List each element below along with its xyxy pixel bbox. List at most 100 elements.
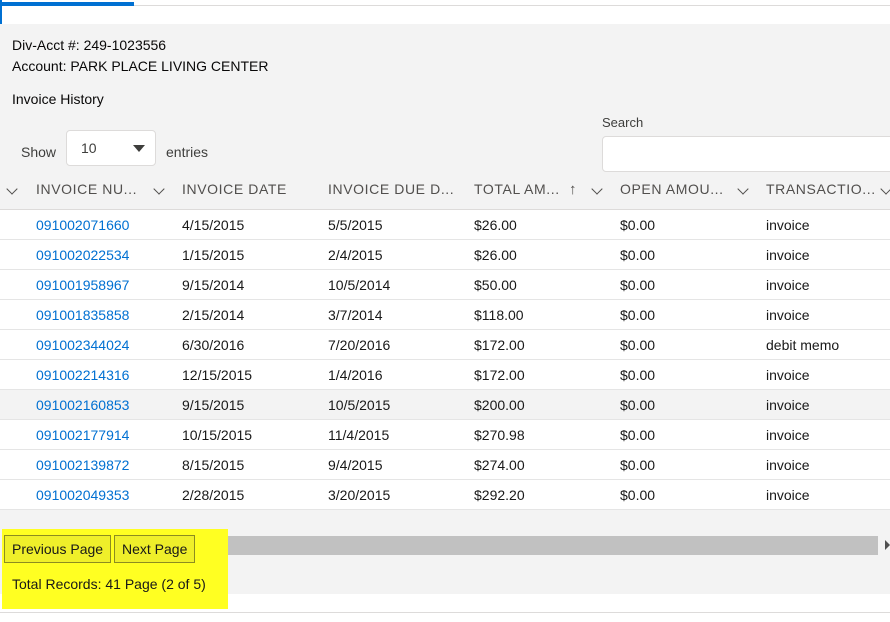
cell-total-amount: $274.00 (474, 457, 525, 473)
invoice-link[interactable]: 091001835858 (36, 307, 130, 323)
cell-due-date: 5/5/2015 (328, 217, 383, 233)
cell-invoice-date: 4/15/2015 (182, 217, 245, 233)
cell-transaction-type: invoice (766, 487, 810, 503)
chevron-down-icon[interactable] (880, 183, 890, 195)
cell-due-date: 7/20/2016 (328, 337, 391, 353)
cell-invoice-number: 091002177914 (36, 420, 129, 450)
previous-page-button[interactable]: Previous Page (4, 535, 112, 563)
cell-open-amount: $0.00 (620, 367, 656, 383)
table-row[interactable]: 091001958967 9/15/2014 10/5/2014 $50.00 $0.0… (0, 270, 890, 300)
cell-due-date: 3/20/2015 (328, 487, 391, 503)
cell-open-amount: $0.00 (620, 217, 656, 233)
cell-due-date: 1/4/2016 (328, 367, 383, 383)
div-acct-number: Div-Acct #: 249-1023556 (12, 37, 167, 53)
invoice-link[interactable]: 091002160853 (36, 397, 130, 413)
cell-invoice-number: 091002139872 (36, 450, 129, 480)
cell-due-date: 2/4/2015 (328, 247, 383, 263)
table-row[interactable]: 091002139872 8/15/2015 9/4/2015 $274.00 $0.0… (0, 450, 890, 480)
cell-total-amount: $118.00 (474, 307, 524, 323)
invoice-link[interactable]: 091002139872 (36, 457, 130, 473)
cell-transaction-type: invoice (766, 457, 810, 473)
cell-invoice-number: 091002022534 (36, 240, 129, 270)
table-row[interactable]: 091002022534 1/15/2015 2/4/2015 $26.00 $0.00… (0, 240, 890, 270)
column-header-invoice-date[interactable]: INVOICE DATE (182, 181, 287, 197)
invoice-link[interactable]: 091001958967 (36, 277, 130, 293)
cell-open-amount: $0.00 (620, 397, 656, 413)
cell-invoice-date: 2/15/2014 (182, 307, 245, 323)
cell-invoice-date: 12/15/2015 (182, 367, 253, 383)
table-row[interactable]: 091002071660 4/15/2015 5/5/2015 $26.00 $0.00… (0, 210, 890, 240)
cell-invoice-date: 1/15/2015 (182, 247, 245, 263)
invoice-link[interactable]: 091002214316 (36, 367, 130, 383)
cell-due-date: 10/5/2015 (328, 397, 391, 413)
cell-total-amount: $50.00 (474, 277, 517, 293)
chevron-down-icon[interactable] (591, 183, 603, 195)
invoice-link[interactable]: 091002344024 (36, 337, 130, 353)
invoice-panel: Div-Acct #: 249-1023556 Account: PARK PL… (0, 24, 890, 594)
account-name: Account: PARK PLACE LIVING CENTER (12, 58, 269, 74)
cell-total-amount: $172.00 (474, 337, 525, 353)
cell-invoice-number: 091002344024 (36, 330, 129, 360)
cell-total-amount: $172.00 (474, 367, 525, 383)
entries-select[interactable]: 10 (66, 130, 156, 166)
cell-open-amount: $0.00 (620, 337, 656, 353)
chevron-down-icon[interactable] (737, 183, 749, 195)
table-row[interactable]: 091002177914 10/15/2015 11/4/2015 $270.98 $0… (0, 420, 890, 450)
cell-total-amount: $26.00 (474, 217, 517, 233)
table-row[interactable]: 091002344024 6/30/2016 7/20/2016 $172.00 $0.… (0, 330, 890, 360)
cell-invoice-date: 6/30/2016 (182, 337, 245, 353)
column-header-total-amount[interactable]: TOTAL AM... (474, 181, 560, 197)
scroll-right-icon[interactable] (885, 540, 890, 550)
cell-invoice-number: 091001835858 (36, 300, 129, 330)
invoice-link[interactable]: 091002022534 (36, 247, 130, 263)
table-row[interactable]: 091001835858 2/15/2014 3/7/2014 $118.00 $0.0… (0, 300, 890, 330)
section-title: Invoice History (12, 91, 104, 107)
cell-transaction-type: invoice (766, 277, 810, 293)
invoice-link[interactable]: 091002177914 (36, 427, 130, 443)
entries-label: entries (166, 144, 209, 160)
sort-ascending-icon[interactable]: ↑ (569, 181, 577, 198)
cell-invoice-date: 10/15/2015 (182, 427, 253, 443)
cell-open-amount: $0.00 (620, 457, 656, 473)
cell-invoice-date: 9/15/2014 (182, 277, 245, 293)
invoice-link[interactable]: 091002071660 (36, 217, 130, 233)
total-records-text: Total Records: 41 Page (2 of 5) (12, 576, 206, 592)
table-body: 091002071660 4/15/2015 5/5/2015 $26.00 $0.00… (0, 210, 890, 510)
cell-transaction-type: invoice (766, 427, 810, 443)
cell-transaction-type: invoice (766, 247, 810, 263)
table-row[interactable]: 091002160853 9/15/2015 10/5/2015 $200.00 $0.… (0, 390, 890, 420)
cell-transaction-type: invoice (766, 217, 810, 233)
cell-due-date: 9/4/2015 (328, 457, 383, 473)
chevron-down-icon[interactable] (153, 183, 165, 195)
cell-invoice-number: 091001958967 (36, 270, 129, 300)
cell-open-amount: $0.00 (620, 247, 656, 263)
column-header-invoice-due-date[interactable]: INVOICE DUE D... (328, 181, 455, 197)
column-header-transaction-type[interactable]: TRANSACTIO... (766, 181, 876, 197)
search-input[interactable] (602, 136, 890, 172)
caret-down-icon (133, 145, 145, 152)
bottom-divider (0, 612, 890, 613)
chevron-down-icon[interactable] (6, 183, 18, 195)
cell-invoice-date: 9/15/2015 (182, 397, 245, 413)
column-header-invoice-number[interactable]: INVOICE NU... (36, 181, 138, 197)
cell-invoice-number: 091002214316 (36, 360, 129, 390)
scrollbar-thumb[interactable] (203, 536, 878, 555)
cell-transaction-type: invoice (766, 307, 810, 323)
search-label: Search (602, 115, 644, 130)
entries-select-value: 10 (81, 140, 97, 156)
column-header-open-amount[interactable]: OPEN AMOU... (620, 181, 724, 197)
cell-invoice-date: 8/15/2015 (182, 457, 245, 473)
next-page-button[interactable]: Next Page (114, 535, 196, 563)
cell-invoice-number: 091002071660 (36, 210, 129, 240)
table-header: INVOICE NU... INVOICE DATE INVOICE DUE D… (0, 174, 890, 210)
cell-transaction-type: debit memo (766, 337, 840, 353)
cell-due-date: 11/4/2015 (328, 427, 390, 443)
cell-transaction-type: invoice (766, 397, 810, 413)
cell-total-amount: $26.00 (474, 247, 517, 263)
cell-total-amount: $292.20 (474, 487, 525, 503)
cell-transaction-type: invoice (766, 367, 810, 383)
invoice-link[interactable]: 091002049353 (36, 487, 130, 503)
cell-invoice-date: 2/28/2015 (182, 487, 245, 503)
table-row[interactable]: 091002049353 2/28/2015 3/20/2015 $292.20 $0.… (0, 480, 890, 510)
table-row[interactable]: 091002214316 12/15/2015 1/4/2016 $172.00 $0.… (0, 360, 890, 390)
